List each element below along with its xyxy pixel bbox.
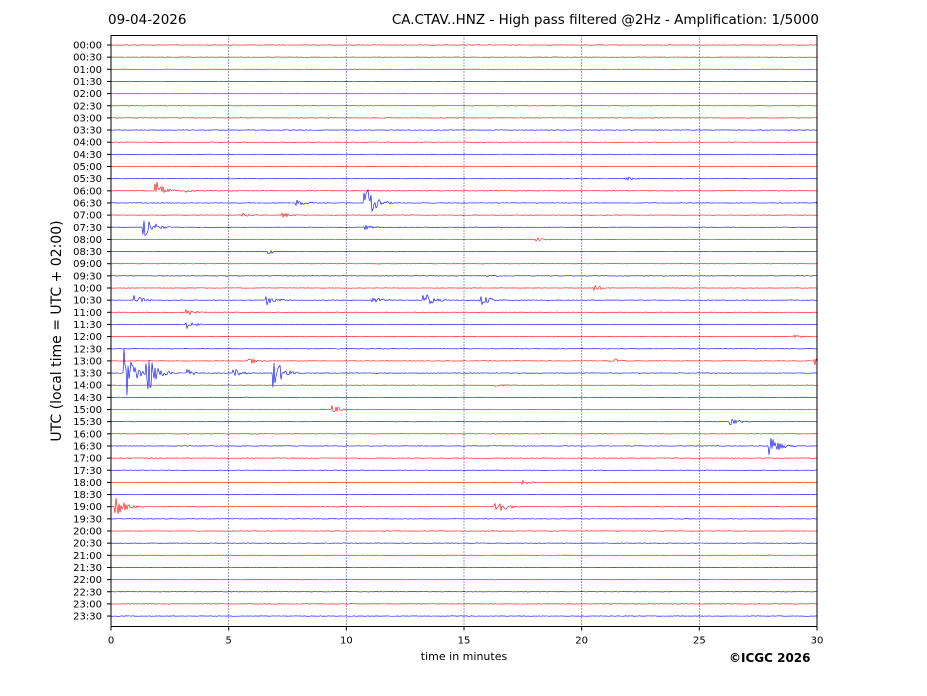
row-label: 14:30	[73, 393, 102, 404]
row-label: 01:30	[73, 77, 102, 88]
x-tick-label: 25	[693, 636, 706, 647]
seismic-traces	[110, 44, 818, 617]
trace-row	[110, 284, 818, 292]
trace-row	[110, 274, 818, 278]
date-label: 09-04-2026	[108, 12, 187, 28]
trace-row	[110, 358, 818, 365]
trace-row	[110, 497, 818, 514]
row-label: 09:00	[73, 259, 102, 270]
row-label: 03:30	[73, 126, 102, 137]
x-tick-label: 15	[458, 636, 471, 647]
row-label: 06:30	[73, 198, 102, 209]
trace-row	[110, 405, 818, 413]
row-label: 00:30	[73, 53, 102, 64]
row-label: 07:00	[73, 211, 102, 222]
x-tick-label: 0	[108, 636, 114, 647]
chart-title: CA.CTAV..HNZ - High pass filtered @2Hz -…	[391, 12, 819, 28]
row-label: 11:30	[73, 320, 102, 331]
trace-row	[110, 479, 818, 485]
row-label: 12:30	[73, 344, 102, 355]
trace-row	[110, 418, 818, 426]
trace-row	[110, 322, 818, 330]
row-label: 04:00	[73, 138, 102, 149]
row-label: 11:00	[73, 308, 102, 319]
row-label: 03:00	[73, 113, 102, 124]
trace-row	[110, 182, 818, 194]
row-label: 02:00	[73, 89, 102, 100]
copyright-label: ©ICGC 2026	[729, 651, 811, 665]
trace-row	[110, 212, 818, 218]
row-label: 18:30	[73, 490, 102, 501]
row-label: 08:00	[73, 235, 102, 246]
trace-row	[110, 220, 818, 236]
trace-row	[110, 308, 818, 315]
trace-row	[110, 438, 818, 455]
row-label: 19:00	[73, 502, 102, 513]
row-label: 17:30	[73, 466, 102, 477]
row-label: 20:00	[73, 527, 102, 538]
row-label: 16:00	[73, 429, 102, 440]
trace-row	[110, 384, 818, 387]
vertical-gridlines	[228, 35, 700, 627]
row-label: 23:30	[73, 612, 102, 623]
trace-row	[110, 176, 818, 181]
trace-row	[110, 293, 818, 306]
row-label: 21:30	[73, 563, 102, 574]
x-tick-label: 5	[225, 636, 231, 647]
row-label: 22:00	[73, 575, 102, 586]
x-tick-label: 30	[811, 636, 824, 647]
row-label: 18:00	[73, 478, 102, 489]
row-label: 22:30	[73, 587, 102, 598]
row-label: 20:30	[73, 539, 102, 550]
x-axis-label: time in minutes	[420, 650, 508, 663]
trace-row	[110, 188, 818, 213]
row-label: 13:30	[73, 369, 102, 380]
row-label: 07:30	[73, 223, 102, 234]
trace-row	[110, 348, 818, 396]
row-label: 10:00	[73, 284, 102, 295]
row-label: 21:00	[73, 551, 102, 562]
row-label: 00:00	[73, 41, 102, 52]
row-label: 08:30	[73, 247, 102, 258]
y-axis-label: UTC (local time = UTC + 02:00)	[49, 220, 65, 442]
row-label: 19:30	[73, 514, 102, 525]
row-label: 04:30	[73, 150, 102, 161]
row-label: 01:00	[73, 65, 102, 76]
row-label: 12:00	[73, 332, 102, 343]
row-label: 14:00	[73, 381, 102, 392]
plot-frame	[110, 35, 818, 627]
row-label: 05:00	[73, 162, 102, 173]
row-label: 02:30	[73, 101, 102, 112]
trace-row	[110, 249, 818, 255]
row-label: 13:00	[73, 356, 102, 367]
trace-row	[110, 237, 818, 242]
row-label: 09:30	[73, 271, 102, 282]
row-label: 17:00	[73, 454, 102, 465]
trace-row	[110, 334, 818, 339]
row-label: 05:30	[73, 174, 102, 185]
row-label: 15:00	[73, 405, 102, 416]
row-label: 16:30	[73, 441, 102, 452]
x-tick-label: 10	[340, 636, 353, 647]
row-label: 06:00	[73, 186, 102, 197]
row-label: 23:00	[73, 599, 102, 610]
row-label: 15:30	[73, 417, 102, 428]
x-tick-label: 20	[575, 636, 588, 647]
row-label: 10:30	[73, 296, 102, 307]
x-axis-ticks: 0 5 10 15 20 25 30	[108, 626, 824, 647]
